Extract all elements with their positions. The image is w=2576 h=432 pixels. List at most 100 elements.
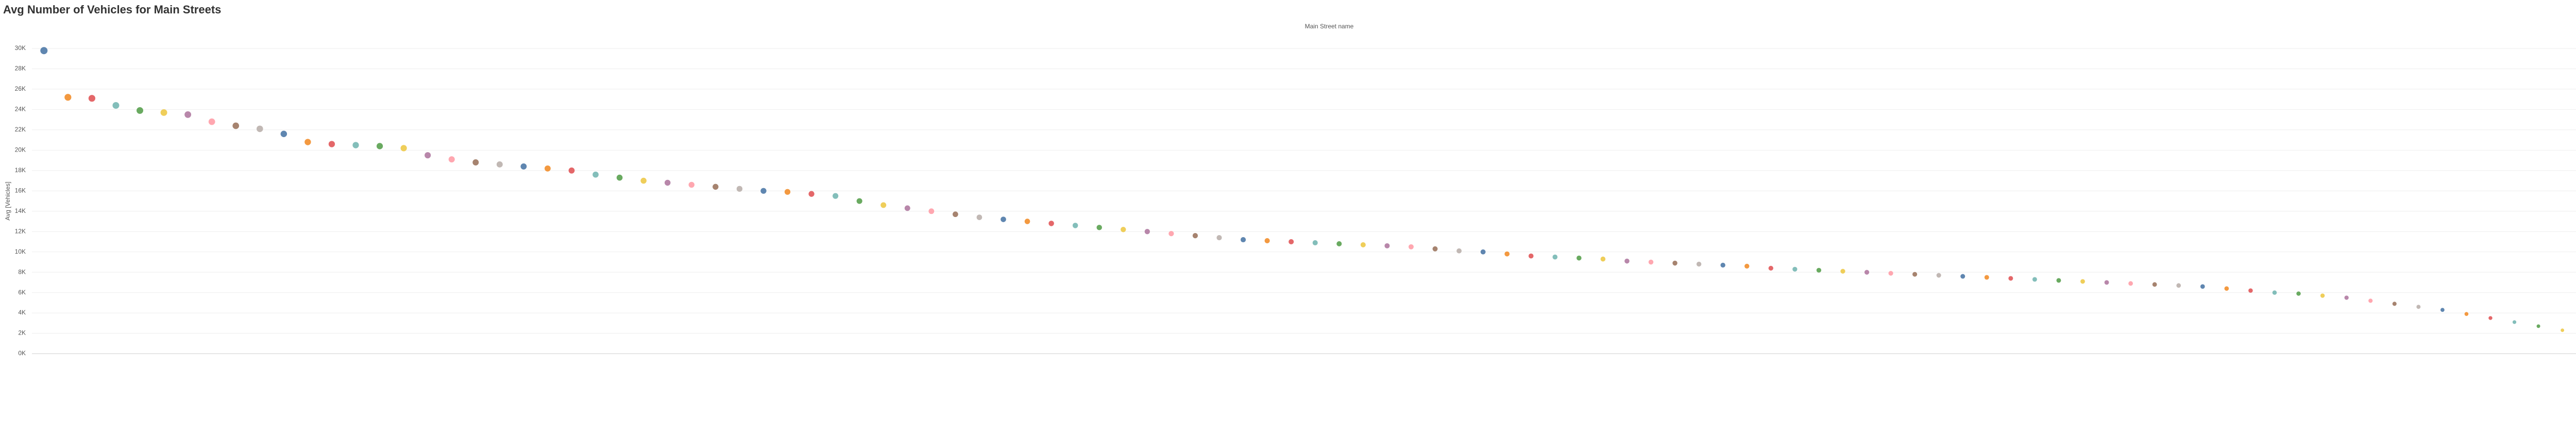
dot	[2248, 288, 2253, 293]
dot	[1360, 242, 1366, 247]
dot	[1240, 237, 1246, 243]
dot	[1216, 235, 1222, 241]
dot	[2344, 295, 2349, 300]
dot	[976, 214, 982, 220]
dot	[1792, 267, 1798, 272]
dot	[2056, 278, 2061, 283]
dot	[40, 47, 48, 55]
dot	[472, 159, 479, 165]
dot	[1096, 225, 1102, 230]
dot	[1264, 238, 1270, 244]
dot	[2224, 286, 2229, 291]
dot	[760, 188, 767, 194]
dot	[2488, 316, 2493, 320]
dot	[2561, 328, 2565, 333]
y-tick-label: 6K	[18, 289, 26, 296]
dot	[1144, 229, 1150, 235]
dot	[160, 109, 167, 116]
dot	[1696, 261, 1702, 267]
dot	[2080, 279, 2085, 284]
y-tick-label: 22K	[15, 126, 26, 133]
dot	[328, 141, 335, 147]
y-tick-label: 2K	[18, 329, 26, 337]
dot	[952, 211, 958, 218]
dot	[1432, 246, 1438, 252]
dot	[688, 181, 695, 188]
dot	[1960, 274, 1965, 279]
dot	[1001, 217, 1006, 222]
x-axis-title: Main Street name	[1305, 23, 1354, 30]
dot	[1768, 265, 1773, 271]
dot	[2272, 290, 2277, 295]
dot	[2392, 302, 2397, 306]
dot	[2440, 308, 2445, 312]
dot	[112, 102, 120, 109]
dot	[592, 171, 599, 178]
dot	[1504, 251, 1510, 257]
dot	[1864, 270, 1870, 275]
dot	[1552, 254, 1558, 260]
dot	[1480, 249, 1486, 255]
y-tick-label: 8K	[18, 268, 26, 275]
dot	[856, 198, 862, 204]
dot	[616, 174, 623, 181]
dot	[280, 130, 287, 138]
dot	[2536, 324, 2540, 328]
dot	[928, 208, 935, 214]
y-tick-label: 14K	[15, 207, 26, 214]
dot	[256, 125, 263, 132]
dot	[736, 186, 743, 192]
dot	[1600, 256, 1606, 262]
dot	[2368, 298, 2373, 303]
dot	[1888, 271, 1893, 276]
dot	[1984, 275, 1989, 280]
y-tick-label: 0K	[18, 350, 26, 357]
dot	[2200, 284, 2205, 289]
y-tick-label: 4K	[18, 309, 26, 316]
dot	[137, 107, 143, 114]
y-tick-label: 16K	[15, 187, 26, 194]
dot	[713, 184, 719, 190]
dot	[1048, 221, 1054, 226]
dot	[1192, 232, 1198, 239]
dot	[1168, 230, 1174, 237]
dot	[2416, 305, 2421, 309]
dot	[545, 165, 551, 172]
y-tick-label: 12K	[15, 227, 26, 235]
dot	[1072, 223, 1078, 228]
dot	[1840, 269, 1845, 274]
dot	[640, 177, 647, 184]
dot	[1912, 272, 1918, 277]
dot	[2464, 312, 2469, 316]
dot	[2512, 320, 2517, 324]
dot	[1816, 268, 1822, 273]
dot	[352, 142, 359, 148]
y-tick-label: 24K	[15, 106, 26, 113]
dot	[1624, 258, 1630, 264]
dot	[1528, 253, 1534, 259]
dot	[64, 94, 72, 101]
y-axis-title: Avg [Vehicles]	[4, 181, 11, 220]
y-tick-label: 18K	[15, 167, 26, 174]
dot	[1577, 255, 1582, 261]
dot	[1121, 227, 1126, 232]
dot	[448, 156, 455, 163]
dot	[2032, 277, 2037, 282]
dot	[1312, 240, 1318, 245]
y-tick-label: 10K	[15, 248, 26, 255]
dot	[2296, 291, 2301, 296]
y-tick-label: 30K	[15, 44, 26, 52]
dot	[2128, 281, 2133, 286]
dot	[208, 118, 215, 125]
dot	[784, 189, 791, 195]
dot	[1384, 243, 1390, 248]
dot	[1289, 239, 1294, 244]
dot	[88, 95, 95, 102]
y-tick-label: 26K	[15, 85, 26, 92]
dot	[304, 139, 311, 145]
y-tick-label: 20K	[15, 146, 26, 154]
dot	[376, 143, 383, 149]
dot	[496, 161, 503, 168]
dot	[568, 167, 575, 174]
